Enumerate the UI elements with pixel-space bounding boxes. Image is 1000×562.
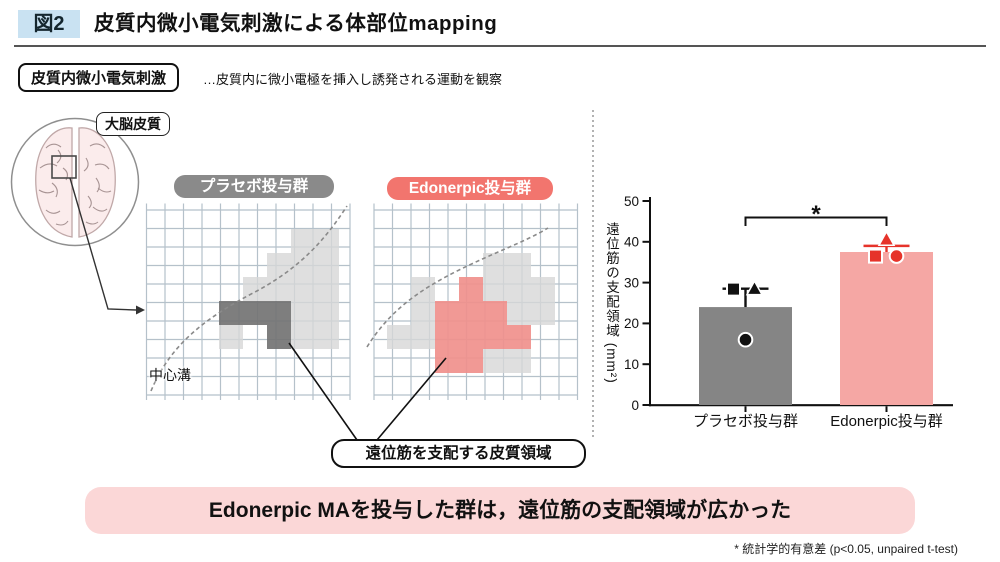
header-divider xyxy=(14,45,986,47)
cortex-region-square xyxy=(51,155,77,179)
head-outline-icon xyxy=(10,117,140,247)
zoom-pointer-line xyxy=(69,177,137,311)
group-badge-placebo: プラセボ投与群 xyxy=(174,175,334,198)
grid-placebo xyxy=(145,203,351,400)
central-sulcus-label: 中心溝 xyxy=(149,367,191,383)
significance-footnote: * 統計学的有意差 (p<0.05, unpaired t-test) xyxy=(734,542,958,556)
svg-text:30: 30 xyxy=(624,275,639,290)
figure-number-badge: 図2 xyxy=(18,10,80,38)
group-badge-edonerpic: Edonerpic投与群 xyxy=(387,177,553,200)
chart-y-axis-label: 遠位筋の支配領域 (mm²) xyxy=(604,222,619,384)
svg-text:0: 0 xyxy=(631,398,639,413)
central-sulcus-edonerpic xyxy=(366,227,549,348)
method-label-box: 皮質内微小電気刺激 xyxy=(18,63,180,92)
stimulation-map-grids xyxy=(145,203,579,400)
chart-category-placebo: プラセボ投与群 xyxy=(692,413,798,430)
bar-chart: 0 10 20 30 40 50 * xyxy=(624,194,953,413)
brain-gyri-lines xyxy=(38,143,112,226)
method-description: …皮質内に微小電極を挿入し誘発される運動を観察 xyxy=(203,72,503,87)
svg-text:40: 40 xyxy=(624,235,639,250)
chart-category-edonerpic: Edonerpic投与群 xyxy=(830,413,943,430)
svg-text:50: 50 xyxy=(624,194,639,209)
svg-text:10: 10 xyxy=(624,357,639,372)
distal-muscle-callout: 遠位筋を支配する皮質領域 xyxy=(331,439,586,468)
brain-label: 大脳皮質 xyxy=(96,112,170,136)
grid-edonerpic xyxy=(373,203,579,400)
callout-pointer-lines xyxy=(288,342,447,441)
figure-title: 皮質内微小電気刺激による体部位mapping xyxy=(94,12,498,35)
brain-illustration xyxy=(10,117,145,315)
arrowhead-icon xyxy=(136,305,145,315)
svg-text:20: 20 xyxy=(624,316,639,331)
svg-text:*: * xyxy=(811,201,821,228)
conclusion-banner: Edonerpic MAを投与した群は，遠位筋の支配領域が広かった xyxy=(85,487,915,534)
central-sulcus-curves xyxy=(150,205,549,392)
